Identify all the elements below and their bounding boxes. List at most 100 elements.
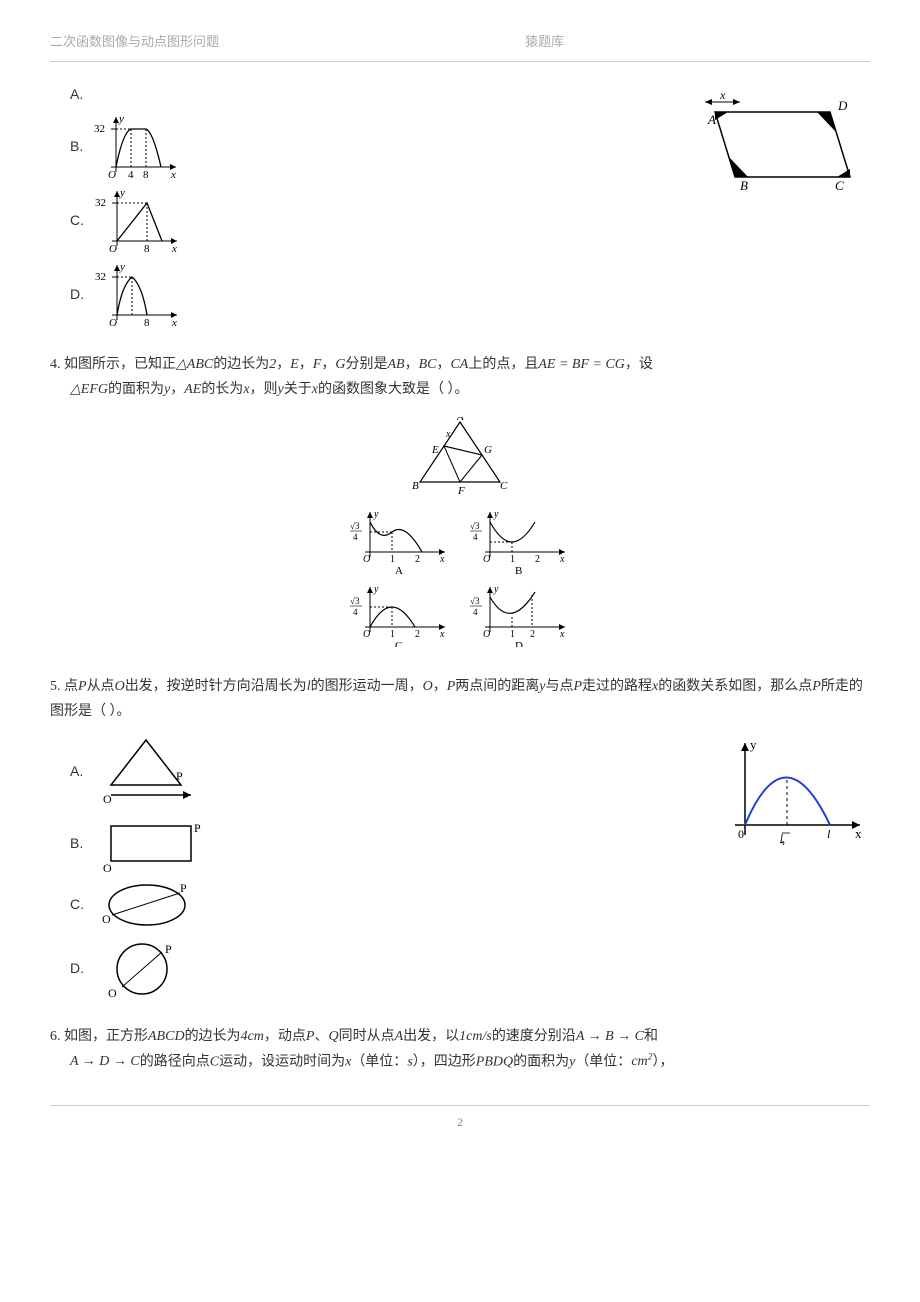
svg-text:√3: √3 [470,521,480,531]
svg-text:y: y [119,261,125,273]
q5-option-b[interactable]: B. O P [70,814,700,874]
svg-text:2: 2 [535,554,540,565]
svg-text:G: G [484,444,492,456]
svg-text:O: O [109,317,117,329]
svg-text:8: 8 [144,243,150,255]
svg-text:32: 32 [95,197,106,209]
svg-text:x: x [439,629,445,640]
svg-text:y: y [750,737,757,752]
header-left: 二次函数图像与动点图形问题 [50,30,219,53]
svg-text:1: 1 [390,629,395,640]
svg-text:O: O [108,986,117,1000]
svg-text:8: 8 [143,169,149,181]
svg-text:32: 32 [95,271,106,283]
svg-text:P: P [180,881,187,895]
q5-shape-d: O P [92,937,192,1002]
q6-body: 6. 如图，正方形ABCD的边长为4cm，动点P、Q同时从点A出发，以1cm/s… [50,1024,870,1075]
svg-text:P: P [165,942,172,956]
svg-text:O: O [103,792,112,806]
header-center: 猿题库 [525,30,564,53]
svg-text:l: l [827,827,831,841]
svg-text:C: C [395,640,402,647]
svg-text:B: B [412,480,419,492]
svg-text:O: O [363,629,370,640]
q5-shape-a: O P [91,735,201,810]
svg-text:4: 4 [473,607,478,617]
svg-text:y: y [118,113,124,125]
svg-text:P: P [194,821,201,835]
svg-text:2: 2 [780,840,785,845]
parallelogram-figure: x A D B C [690,82,870,201]
svg-text:C: C [500,480,508,492]
q5-option-c[interactable]: C. O P [70,878,870,933]
svg-text:1: 1 [510,554,515,565]
page-footer: 2 [50,1105,870,1134]
q3-graph-d: 32 O 8 x y [92,260,182,330]
svg-text:x: x [559,554,565,565]
svg-text:E: E [431,444,439,456]
svg-text:P: P [176,769,183,783]
svg-text:D: D [837,98,848,113]
q5-option-a[interactable]: A. O P [70,735,700,810]
q3-option-c[interactable]: C. 32 O 8 x y [70,186,670,256]
svg-text:O: O [363,554,370,565]
svg-text:√3: √3 [470,596,480,606]
svg-text:x: x [445,429,451,440]
page-number: 2 [457,1115,463,1129]
q3-option-d[interactable]: D. 32 O 8 x y [70,260,870,330]
svg-text:O: O [483,554,490,565]
svg-text:4: 4 [353,532,358,542]
svg-text:32: 32 [94,123,105,135]
svg-text:O: O [109,243,117,255]
svg-text:0: 0 [738,827,744,841]
svg-text:y: y [373,509,379,520]
svg-text:x: x [170,169,176,181]
svg-text:F: F [457,485,465,497]
question-6: 6. 如图，正方形ABCD的边长为4cm，动点P、Q同时从点A出发，以1cm/s… [50,1024,870,1075]
svg-text:x: x [855,826,862,841]
svg-text:y: y [373,584,379,595]
svg-text:x: x [439,554,445,565]
q5-option-d[interactable]: D. O P [70,937,870,1002]
svg-text:4: 4 [128,169,134,181]
svg-text:x: x [171,243,177,255]
q5-body: 5. 点P从点O出发，按逆时针方向沿周长为l的图形运动一周，O，P两点间的距离y… [50,674,870,724]
svg-text:√3: √3 [350,596,360,606]
svg-text:C: C [835,178,844,192]
svg-text:y: y [493,584,499,595]
svg-text:O: O [103,861,112,874]
svg-text:4: 4 [353,607,358,617]
svg-text:y: y [493,509,499,520]
q5-right-figure: 0 l 2 l x y [720,735,870,854]
question-4: 4. 如图所示，已知正△ABC的边长为2，E，F，G分别是AB，BC，CA上的点… [50,352,870,657]
svg-text:√3: √3 [350,521,360,531]
svg-text:O: O [108,169,116,181]
svg-text:x: x [171,317,177,329]
page-header: 二次函数图像与动点图形问题 猿题库 [50,30,870,62]
svg-text:O: O [102,912,111,926]
svg-text:1: 1 [390,554,395,565]
svg-text:2: 2 [415,629,420,640]
svg-text:A: A [707,112,716,127]
svg-text:4: 4 [473,532,478,542]
svg-text:y: y [119,187,125,199]
q3-option-a[interactable]: A. [70,82,670,107]
svg-text:B: B [740,178,748,192]
svg-text:x: x [719,88,726,102]
svg-text:A: A [456,417,464,423]
svg-text:O: O [483,629,490,640]
q3-graph-c: 32 O 8 x y [92,186,182,256]
svg-text:B: B [515,565,522,577]
question-3-tail: x A D B C A. B. 32 [50,82,870,333]
svg-text:x: x [559,629,565,640]
svg-text:D: D [515,640,523,647]
question-5: 5. 点P从点O出发，按逆时针方向沿周长为l的图形运动一周，O，P两点间的距离y… [50,674,870,1005]
svg-text:A: A [395,565,403,577]
svg-text:1: 1 [510,629,515,640]
q3-option-b[interactable]: B. 32 O 4 8 x y [70,112,670,182]
q5-shape-c: O P [92,878,202,933]
q5-shape-b: O P [91,814,221,874]
svg-text:2: 2 [530,629,535,640]
q4-body: 4. 如图所示，已知正△ABC的边长为2，E，F，G分别是AB，BC，CA上的点… [50,352,870,402]
svg-text:2: 2 [415,554,420,565]
